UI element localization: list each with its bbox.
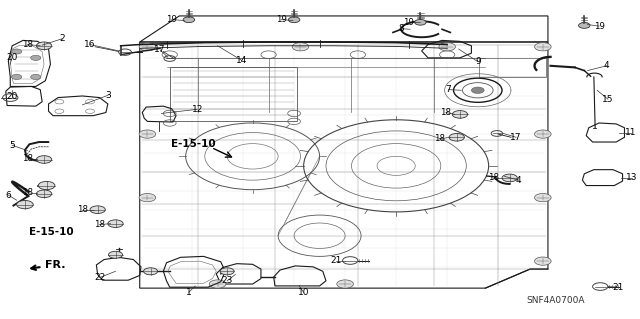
Text: 21: 21	[612, 283, 624, 292]
Text: 17: 17	[154, 45, 166, 55]
Text: 16: 16	[84, 40, 96, 49]
Text: 18: 18	[440, 108, 451, 117]
Circle shape	[36, 156, 52, 163]
Text: 19: 19	[403, 19, 414, 27]
Circle shape	[12, 74, 22, 79]
Text: 9: 9	[475, 57, 481, 66]
Text: 18: 18	[22, 40, 33, 49]
Circle shape	[337, 280, 353, 288]
Circle shape	[534, 257, 551, 265]
Circle shape	[12, 49, 22, 54]
Circle shape	[209, 280, 226, 288]
Text: 22: 22	[94, 273, 105, 282]
Circle shape	[534, 194, 551, 202]
Text: 21: 21	[330, 256, 341, 265]
Circle shape	[534, 43, 551, 51]
Text: 23: 23	[221, 276, 233, 285]
Circle shape	[449, 133, 465, 141]
Circle shape	[289, 17, 300, 23]
Text: 7: 7	[445, 85, 451, 94]
Text: 18: 18	[434, 134, 445, 143]
Circle shape	[108, 220, 123, 227]
Circle shape	[292, 43, 308, 51]
Text: 3: 3	[105, 91, 111, 100]
Circle shape	[472, 87, 484, 93]
Text: 6: 6	[6, 190, 12, 200]
Text: 20: 20	[6, 53, 18, 62]
Circle shape	[415, 19, 426, 25]
Text: E-15-10: E-15-10	[29, 227, 74, 237]
Text: 15: 15	[602, 95, 614, 104]
Text: 5: 5	[10, 141, 15, 150]
Circle shape	[139, 43, 156, 51]
Text: 4: 4	[604, 61, 609, 70]
Circle shape	[31, 55, 41, 60]
Circle shape	[452, 111, 468, 118]
Text: SNF4A0700A: SNF4A0700A	[526, 296, 585, 305]
Text: FR.: FR.	[31, 260, 66, 270]
Text: 11: 11	[625, 128, 637, 137]
Text: 17: 17	[510, 133, 522, 142]
Text: 19: 19	[593, 22, 604, 31]
Circle shape	[220, 268, 234, 275]
Circle shape	[579, 23, 590, 28]
Bar	[170, 67, 298, 122]
Text: 10: 10	[298, 288, 309, 297]
Text: 1: 1	[186, 288, 192, 297]
Circle shape	[31, 74, 41, 79]
Circle shape	[109, 251, 122, 258]
Circle shape	[139, 194, 156, 202]
Text: 19: 19	[166, 15, 177, 24]
Circle shape	[36, 190, 52, 197]
Text: 18: 18	[22, 154, 33, 163]
Circle shape	[90, 206, 106, 213]
Circle shape	[439, 43, 456, 51]
Circle shape	[36, 42, 52, 50]
Text: 18: 18	[77, 205, 88, 214]
Circle shape	[534, 130, 551, 138]
Text: 20: 20	[6, 92, 18, 101]
Circle shape	[143, 268, 157, 275]
Text: 2: 2	[59, 34, 65, 43]
Text: 14: 14	[236, 56, 248, 65]
Circle shape	[38, 182, 55, 190]
Text: 12: 12	[191, 105, 203, 114]
Circle shape	[139, 130, 156, 138]
Text: 8: 8	[398, 24, 404, 33]
Text: 4: 4	[516, 176, 522, 185]
Text: 19: 19	[276, 15, 287, 24]
Text: 13: 13	[627, 173, 638, 182]
Text: 18: 18	[488, 174, 499, 182]
Text: 18: 18	[22, 188, 33, 197]
Text: 18: 18	[94, 220, 105, 229]
Circle shape	[17, 200, 33, 209]
Circle shape	[502, 174, 517, 182]
Circle shape	[183, 17, 195, 23]
Text: E-15-10: E-15-10	[171, 139, 216, 149]
